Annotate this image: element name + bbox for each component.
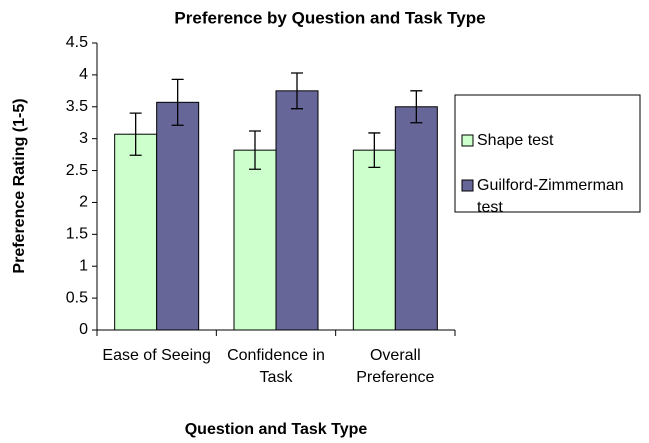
chart-title: Preference by Question and Task Type bbox=[174, 8, 485, 27]
error-bar bbox=[410, 90, 423, 124]
error-bar bbox=[291, 72, 303, 110]
legend-swatch bbox=[461, 134, 474, 147]
y-axis-label: Preference Rating (1-5) bbox=[11, 98, 28, 273]
y-tick-label: 0 bbox=[79, 321, 88, 338]
error-bar bbox=[129, 112, 142, 156]
bar bbox=[275, 90, 319, 331]
error-bar bbox=[368, 132, 381, 169]
y-tick-label: 0.5 bbox=[66, 289, 88, 306]
legend-swatch bbox=[461, 179, 474, 192]
x-tick-label: Overall Preference bbox=[356, 347, 435, 386]
y-tick-label: 3 bbox=[79, 130, 88, 147]
error-bar bbox=[171, 78, 184, 126]
x-axis-label: Question and Task Type bbox=[185, 421, 368, 438]
legend-label: Guilford-Zimmerman test bbox=[477, 177, 624, 216]
bar bbox=[394, 106, 438, 331]
y-tick-label: 2 bbox=[79, 194, 88, 211]
y-tick-label: 3.5 bbox=[66, 98, 88, 115]
bar bbox=[352, 149, 396, 331]
bar bbox=[156, 101, 200, 331]
bar bbox=[114, 133, 158, 331]
y-tick-label: 4 bbox=[79, 66, 88, 83]
y-tick-label: 4.5 bbox=[66, 34, 88, 51]
y-tick-label: 2.5 bbox=[66, 162, 88, 179]
y-tick-label: 1.5 bbox=[66, 226, 88, 243]
legend-label: Shape test bbox=[477, 132, 554, 149]
x-tick-label: Confidence in Task bbox=[227, 347, 325, 386]
x-tick-label: Ease of Seeing bbox=[102, 347, 211, 364]
bar bbox=[233, 149, 277, 331]
y-tick-label: 1 bbox=[79, 257, 88, 274]
error-bar bbox=[249, 130, 261, 170]
legend-box bbox=[454, 94, 641, 213]
